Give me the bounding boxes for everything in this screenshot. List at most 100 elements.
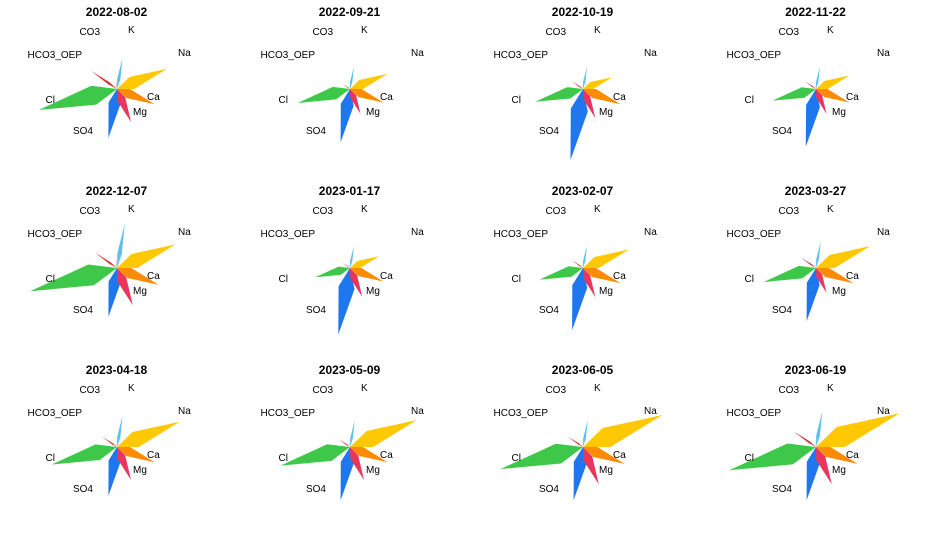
star-ray-so4: [806, 447, 820, 501]
axis-label-ca: Ca: [613, 271, 626, 282]
axis-label-cl: Cl: [512, 95, 521, 106]
axis-label-na: Na: [411, 48, 424, 59]
star-ray-hco3-oep: [571, 81, 583, 89]
axis-label-k: K: [361, 383, 368, 394]
axis-label-cl: Cl: [279, 274, 288, 285]
panel-title: 2022-08-02: [85, 5, 148, 19]
axis-label-ca: Ca: [846, 271, 859, 282]
star-ray-ca: [816, 447, 858, 464]
star-ray-mg: [816, 268, 827, 293]
axis-label-ca: Ca: [147, 450, 160, 461]
star-ray-so4: [570, 89, 588, 160]
axis-label-na: Na: [411, 227, 424, 238]
axis-label-co3: CO3: [545, 206, 566, 217]
star-ray-so4: [108, 447, 121, 496]
star-ray-na: [583, 249, 629, 268]
star-ray-co3: [582, 442, 584, 447]
axis-label-cl: Cl: [279, 453, 288, 464]
star-ray-k: [350, 420, 355, 447]
axis-label-ca: Ca: [846, 92, 859, 103]
star-ray-ca: [117, 89, 155, 105]
star-ray-hco3-oep: [793, 431, 816, 447]
axis-label-na: Na: [178, 48, 191, 59]
star-ray-mg: [117, 89, 132, 123]
axis-label-hco3-oep: HCO3_OEP: [261, 50, 316, 61]
axis-label-so4: SO4: [539, 484, 559, 495]
axis-label-so4: SO4: [539, 126, 559, 137]
axis-label-k: K: [594, 383, 601, 394]
star-ray-hco3-oep: [94, 252, 117, 268]
axis-label-k: K: [594, 25, 601, 36]
axis-label-ca: Ca: [380, 271, 393, 282]
star-panel: 2022-12-07 K Na Ca Mg SO4 Cl HCO3_OEP CO3: [0, 179, 233, 358]
star-ray-cl: [763, 265, 816, 282]
axis-label-na: Na: [178, 227, 191, 238]
star-ray-ca: [583, 89, 621, 105]
star-ray-so4: [340, 447, 354, 501]
star-ray-so4: [573, 447, 587, 501]
axis-label-mg: Mg: [599, 286, 613, 297]
axis-label-hco3-oep: HCO3_OEP: [28, 408, 83, 419]
star-ray-na: [350, 420, 417, 447]
star-ray-co3: [815, 263, 817, 268]
star-panel: 2023-06-05 K Na Ca Mg SO4 Cl HCO3_OEP CO3: [466, 358, 699, 537]
axis-label-co3: CO3: [778, 206, 799, 217]
axis-label-mg: Mg: [832, 107, 846, 118]
panel-title: 2023-06-19: [784, 363, 847, 377]
axis-label-na: Na: [644, 48, 657, 59]
star-ray-ca: [350, 89, 384, 103]
star-ray-k: [583, 66, 587, 89]
axis-label-na: Na: [644, 406, 657, 417]
axis-label-co3: CO3: [312, 206, 333, 217]
star-ray-hco3-oep: [568, 436, 583, 447]
star-ray-k: [816, 66, 820, 89]
star-panel: 2023-06-19 K Na Ca Mg SO4 Cl HCO3_OEP CO3: [699, 358, 932, 537]
star-ray-na: [350, 256, 380, 268]
star-panel: 2023-01-17 K Na Ca Mg SO4 Cl HCO3_OEP CO3: [233, 179, 466, 358]
star-ray-k: [350, 66, 354, 89]
star-ray-co3: [349, 442, 351, 447]
star-ray-cl: [30, 264, 118, 292]
star-ray-mg: [816, 89, 827, 114]
axis-label-co3: CO3: [79, 206, 100, 217]
axis-label-mg: Mg: [599, 107, 613, 118]
star-panel: 2022-11-22 K Na Ca Mg SO4 Cl HCO3_OEP CO3: [699, 0, 932, 179]
axis-label-k: K: [361, 204, 368, 215]
axis-label-mg: Mg: [832, 286, 846, 297]
star-ray-ca: [816, 268, 854, 284]
axis-label-ca: Ca: [846, 450, 859, 461]
panel-title: 2023-02-07: [551, 184, 614, 198]
star-ray-k: [350, 245, 354, 268]
axis-label-mg: Mg: [599, 465, 613, 476]
star-ray-na: [583, 415, 663, 447]
star-ray-ca: [583, 447, 625, 464]
star-ray-k: [583, 420, 588, 447]
star-ray-hco3-oep: [571, 260, 583, 268]
axis-label-cl: Cl: [512, 274, 521, 285]
axis-label-mg: Mg: [366, 107, 380, 118]
axis-label-cl: Cl: [745, 274, 754, 285]
star-ray-k: [117, 416, 123, 447]
star-ray-cl: [535, 87, 583, 102]
axis-label-k: K: [128, 383, 135, 394]
axis-label-co3: CO3: [312, 385, 333, 396]
panel-title: 2023-05-09: [318, 363, 381, 377]
star-ray-hco3-oep: [804, 81, 816, 89]
axis-label-k: K: [128, 204, 135, 215]
star-ray-mg: [117, 268, 133, 306]
star-ray-so4: [108, 89, 121, 138]
axis-label-cl: Cl: [279, 95, 288, 106]
axis-label-ca: Ca: [613, 450, 626, 461]
panel-title: 2022-09-21: [318, 5, 381, 19]
star-ray-mg: [583, 447, 599, 485]
star-ray-co3: [815, 442, 817, 447]
panel-title: 2022-10-19: [551, 5, 614, 19]
axis-label-k: K: [827, 204, 834, 215]
axis-label-ca: Ca: [380, 450, 393, 461]
star-ray-co3: [116, 80, 118, 89]
star-ray-na: [816, 246, 871, 268]
